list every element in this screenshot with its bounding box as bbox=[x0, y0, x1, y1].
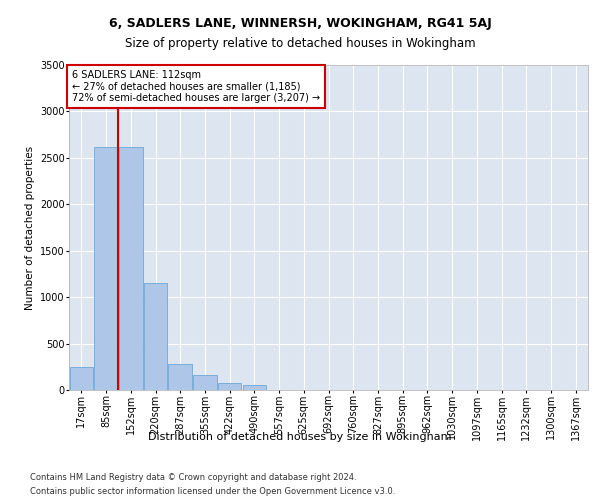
Bar bbox=[119, 146, 143, 390]
Text: Contains HM Land Registry data © Crown copyright and database right 2024.: Contains HM Land Registry data © Crown c… bbox=[30, 472, 356, 482]
Bar bbox=[193, 374, 217, 390]
Text: 6, SADLERS LANE, WINNERSH, WOKINGHAM, RG41 5AJ: 6, SADLERS LANE, WINNERSH, WOKINGHAM, RG… bbox=[109, 18, 491, 30]
Bar bbox=[218, 383, 241, 390]
Text: 6 SADLERS LANE: 112sqm
← 27% of detached houses are smaller (1,185)
72% of semi-: 6 SADLERS LANE: 112sqm ← 27% of detached… bbox=[71, 70, 320, 103]
Bar bbox=[242, 386, 266, 390]
Bar bbox=[169, 364, 192, 390]
Text: Size of property relative to detached houses in Wokingham: Size of property relative to detached ho… bbox=[125, 38, 475, 51]
Text: Contains public sector information licensed under the Open Government Licence v3: Contains public sector information licen… bbox=[30, 488, 395, 496]
Text: Distribution of detached houses by size in Wokingham: Distribution of detached houses by size … bbox=[148, 432, 452, 442]
Bar bbox=[94, 146, 118, 390]
Y-axis label: Number of detached properties: Number of detached properties bbox=[25, 146, 35, 310]
Bar bbox=[144, 283, 167, 390]
Bar bbox=[70, 367, 93, 390]
